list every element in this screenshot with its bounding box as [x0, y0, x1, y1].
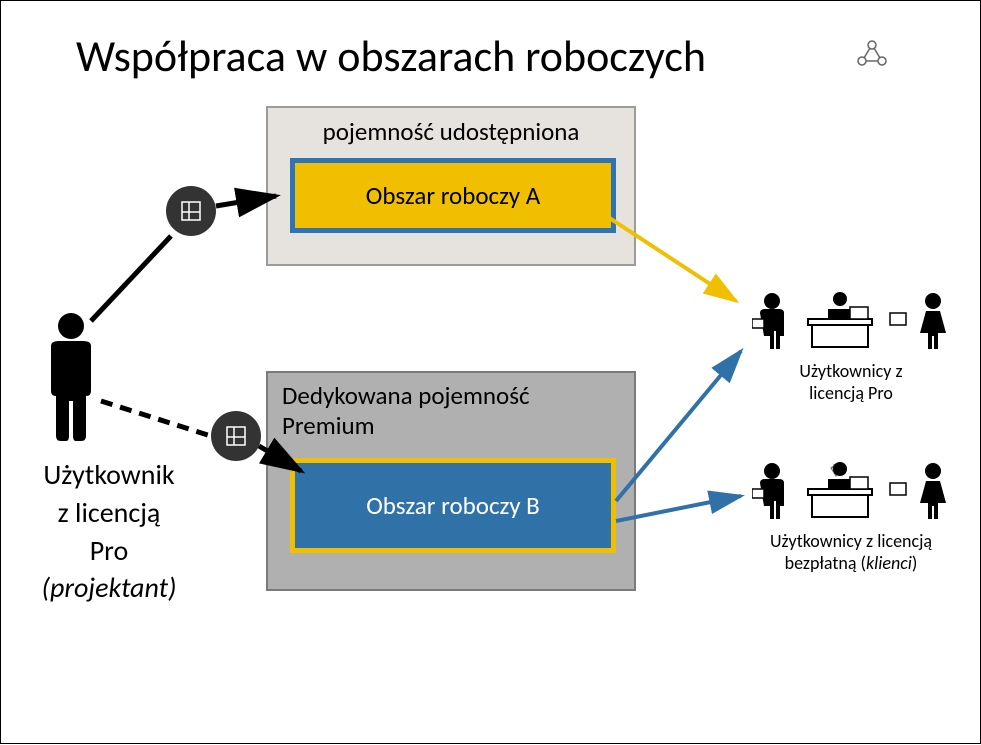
premium-capacity-label: Dedykowana pojemność Premium — [282, 381, 622, 441]
shared-capacity-label: pojemność udostępniona — [268, 116, 634, 147]
person-with-tablet-icon — [752, 291, 792, 351]
users-free-group — [736, 456, 966, 526]
designer-label-line2: z licencją — [58, 495, 161, 530]
small-device-icon — [888, 471, 908, 511]
workspace-icon-circle-a — [166, 186, 216, 236]
grid-icon — [225, 425, 247, 447]
designer-label: Użytkownik z licencją Pro (projektant) — [9, 456, 209, 607]
users-free-label: Użytkownicy z licencją bezpłatną (klienc… — [751, 531, 951, 574]
designer-label-line3: Pro — [90, 533, 129, 568]
premium-capacity-container: Dedykowana pojemność Premium Obszar robo… — [266, 371, 636, 591]
desk-person-icon — [800, 461, 880, 521]
line-designer-to-icon-b — [101, 401, 211, 436]
desk-person-icon — [800, 291, 880, 351]
workspace-a: Obszar roboczy A — [290, 158, 616, 233]
share-network-icon — [856, 39, 888, 76]
grid-icon — [180, 200, 202, 222]
small-device-icon — [888, 301, 908, 341]
designer-person-icon — [41, 311, 101, 446]
users-pro-group — [736, 286, 966, 356]
person-with-tablet-icon — [752, 461, 792, 521]
page-title: Współpraca w obszarach roboczych — [76, 29, 706, 83]
designer-label-line4: (projektant) — [42, 570, 177, 605]
users-free-label-suffix: ) — [912, 552, 917, 574]
users-free-label-italic: klienci — [866, 552, 912, 574]
users-pro-label: Użytkownicy z licencją Pro — [771, 361, 931, 404]
woman-icon — [916, 461, 951, 521]
line-designer-to-icon-a — [91, 236, 171, 321]
designer-label-line1: Użytkownik — [43, 457, 174, 492]
shared-capacity-container: pojemność udostępniona Obszar roboczy A — [266, 106, 636, 266]
workspace-b: Obszar roboczy B — [290, 458, 616, 553]
woman-icon — [916, 291, 951, 351]
workspace-icon-circle-b — [211, 411, 261, 461]
